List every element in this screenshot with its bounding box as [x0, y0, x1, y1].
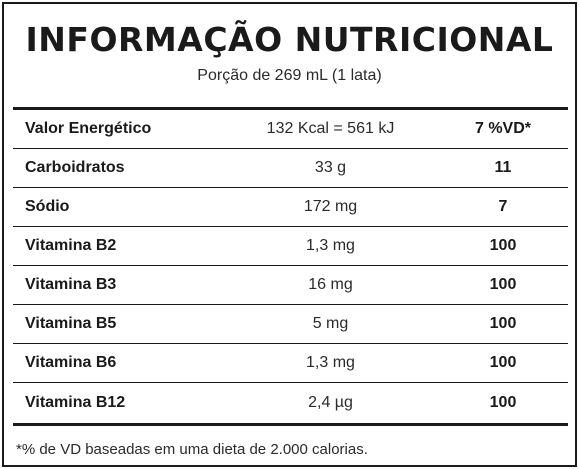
nutrient-daily-value: 7 %VD* [474, 120, 532, 137]
nutrient-amount: 132 Kcal = 561 kJ [266, 120, 395, 137]
table-row: Carboidratos 33 g 11 [13, 149, 568, 188]
nutrient-daily-value: 7 [498, 198, 508, 215]
nutrient-amount: 1,3 mg [306, 237, 355, 254]
nutrient-amount: 33 g [314, 159, 347, 176]
nutrient-daily-value: 100 [489, 315, 517, 332]
table-row: Valor Energético 132 Kcal = 561 kJ 7 %VD… [13, 110, 568, 149]
table-row: Vitamina B2 1,3 mg 100 [13, 227, 568, 266]
nutrient-daily-value: 100 [489, 394, 517, 411]
nutrient-daily-value: 11 [494, 159, 512, 176]
footnote: *% de VD baseadas em uma dieta de 2.000 … [16, 441, 368, 458]
nutrient-daily-value: 100 [489, 276, 517, 293]
nutrient-name: Vitamina B6 [25, 354, 117, 371]
nutrient-daily-value: 100 [489, 237, 517, 254]
table-row: Vitamina B6 1,3 mg 100 [13, 344, 568, 383]
label-title: INFORMAÇÃO NUTRICIONAL [25, 20, 554, 59]
nutrient-name: Vitamina B2 [25, 237, 117, 254]
nutrient-name: Carboidratos [25, 159, 125, 176]
nutrient-amount: 5 mg [312, 315, 349, 332]
table-row: Vitamina B12 2,4 µg 100 [13, 383, 568, 423]
nutrient-amount: 172 mg [303, 198, 358, 215]
nutrient-name: Sódio [25, 198, 70, 215]
nutrient-daily-value: 100 [489, 354, 517, 371]
table-row: Vitamina B5 5 mg 100 [13, 305, 568, 344]
nutrient-name: Vitamina B5 [25, 315, 117, 332]
serving-size: Porção de 269 mL (1 lata) [197, 67, 382, 84]
nutrition-table: Valor Energético 132 Kcal = 561 kJ 7 %VD… [13, 107, 568, 426]
nutrient-amount: 1,3 mg [306, 354, 355, 371]
nutrient-amount: 2,4 µg [308, 394, 353, 411]
table-row: Vitamina B3 16 mg 100 [13, 266, 568, 305]
nutrient-name: Vitamina B12 [25, 394, 126, 411]
nutrient-amount: 16 mg [308, 276, 353, 293]
nutrient-name: Valor Energético [25, 120, 152, 137]
nutrient-name: Vitamina B3 [25, 276, 117, 293]
table-row: Sódio 172 mg 7 [13, 188, 568, 227]
